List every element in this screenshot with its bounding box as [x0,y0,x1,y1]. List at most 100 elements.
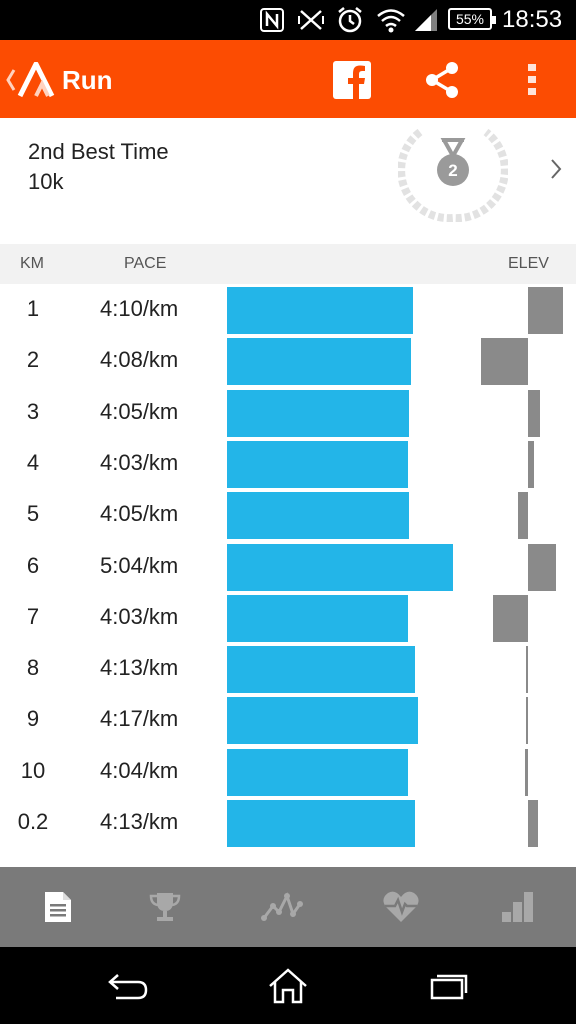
action-bar: Run [0,40,576,118]
split-row: 9 4:17/km [0,694,576,745]
heart-rate-icon [382,891,419,922]
split-pace: 4:05/km [100,399,179,424]
battery-indicator: 55% [448,8,496,30]
split-row: 5 4:05/km [0,489,576,540]
splits-chart-icon [501,892,533,922]
elevation-bar [528,287,563,334]
split-row: 4 4:03/km [0,438,576,489]
pace-column-header: PACE [124,255,167,272]
km-column-header: KM [20,255,44,272]
share-icon [426,62,458,98]
trophy-icon [149,893,180,921]
tab-splits[interactable] [460,867,575,947]
pace-bar [227,544,453,591]
split-km: 10 [20,758,46,783]
split-pace: 4:08/km [100,347,179,372]
split-pace: 4:13/km [100,655,179,680]
split-pace: 4:03/km [100,604,179,629]
tab-overview[interactable] [0,867,115,947]
achievement-distance: 10k [28,169,64,194]
split-pace: 5:04/km [100,553,179,578]
up-navigation[interactable] [6,61,62,98]
status-bar: 55% 18:53 [0,0,576,40]
split-km: 1 [26,296,40,321]
pace-bar [227,390,409,437]
back-nav-button[interactable] [98,963,158,1009]
recent-apps-icon [430,974,468,1000]
pace-bar [227,646,415,693]
status-time: 18:53 [502,6,563,33]
pace-bar [227,441,408,488]
split-km: 9 [26,706,40,731]
splits-list: 1 4:10/km 2 4:08/km 3 4:05/km 4 4:03/km 5 4:05/km… [0,284,576,866]
tab-analysis[interactable] [224,867,339,947]
elevation-bar [525,749,528,796]
overflow-menu-button[interactable] [510,58,554,102]
split-km: 6 [26,553,40,578]
split-row: 2 4:08/km [0,335,576,386]
pace-bar [227,800,415,847]
facebook-button[interactable] [330,58,374,102]
back-nav-icon [108,974,148,1000]
splits-header: KM PACE ELEV [0,244,576,284]
alarm-icon [336,6,364,34]
pace-bar [227,595,408,642]
facebook-icon [333,61,371,99]
split-pace: 4:03/km [100,450,179,475]
elevation-bar [518,492,528,539]
tab-heart-rate[interactable] [343,867,458,947]
pace-bar [227,749,408,796]
split-row: 7 4:03/km [0,592,576,643]
split-km: 7 [26,604,40,629]
elev-column-header: ELEV [508,255,549,272]
split-pace: 4:04/km [100,758,179,783]
split-pace: 4:05/km [100,501,179,526]
split-row: 0.2 4:13/km [0,797,576,848]
split-pace: 4:17/km [100,706,179,731]
tab-achievements[interactable] [107,867,222,947]
wifi-icon [376,6,406,34]
pace-bar [227,338,411,385]
strava-logo-icon [6,61,55,98]
elevation-bar [528,390,540,437]
split-pace: 4:13/km [100,809,179,834]
share-button[interactable] [420,58,464,102]
tab-bar [0,867,576,947]
elevation-bar [481,338,528,385]
home-nav-icon [269,968,307,1004]
split-km: 8 [26,655,40,680]
home-nav-button[interactable] [258,963,318,1009]
elevation-bar [528,800,538,847]
elevation-bar [526,697,528,744]
achievement-row[interactable]: 2nd Best Time 10k 2 [0,118,576,244]
split-km: 0.2 [17,809,49,834]
vibrate-icon [296,6,326,34]
analysis-icon [260,892,303,921]
pace-bar [227,287,413,334]
elevation-bar [528,544,556,591]
split-km: 4 [26,450,40,475]
signal-icon [412,6,440,34]
silver-medal-icon: 2 [398,128,508,222]
split-km: 5 [26,501,40,526]
pace-bar [227,697,418,744]
split-km: 2 [26,347,40,372]
split-row: 3 4:05/km [0,387,576,438]
recent-apps-button[interactable] [418,963,478,1009]
system-nav-bar [0,947,576,1024]
chevron-right-icon [551,159,562,179]
nfc-icon [258,6,286,34]
split-row: 6 5:04/km [0,541,576,592]
elevation-bar [528,441,534,488]
medal-rank: 2 [448,161,457,180]
split-row: 10 4:04/km [0,746,576,797]
elevation-bar [493,595,528,642]
split-pace: 4:10/km [100,296,179,321]
pace-bar [227,492,409,539]
page-title: Run [62,65,113,95]
elevation-bar [526,646,528,693]
overflow-menu-icon [528,64,536,95]
overview-icon [44,892,71,922]
split-row: 1 4:10/km [0,284,576,335]
split-km: 3 [26,399,40,424]
